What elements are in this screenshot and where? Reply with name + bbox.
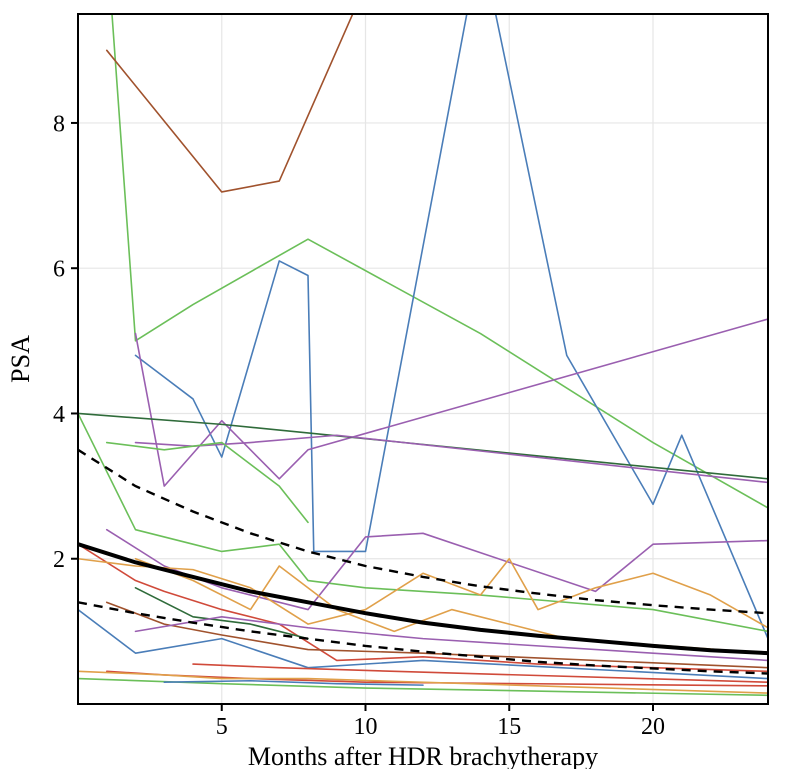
y-tick-label: 2	[53, 547, 65, 573]
psa-line-chart: 5 10 15 20 2 4 6 8 Months after HDR brachytherap…	[0, 0, 787, 769]
chart-svg: 5 10 15 20 2 4 6 8 Months after HDR brachytherap…	[0, 0, 787, 769]
y-tick-label: 6	[53, 257, 65, 283]
y-tick-label: 4	[53, 402, 65, 428]
x-tick-label: 5	[216, 714, 228, 740]
y-tick-label: 8	[53, 111, 65, 137]
x-axis-label: Months after HDR brachytherapy	[248, 742, 598, 769]
x-tick-label: 15	[497, 714, 521, 740]
x-tick-label: 20	[641, 714, 665, 740]
y-axis-label: PSA	[6, 335, 35, 383]
x-tick-label: 10	[354, 714, 378, 740]
